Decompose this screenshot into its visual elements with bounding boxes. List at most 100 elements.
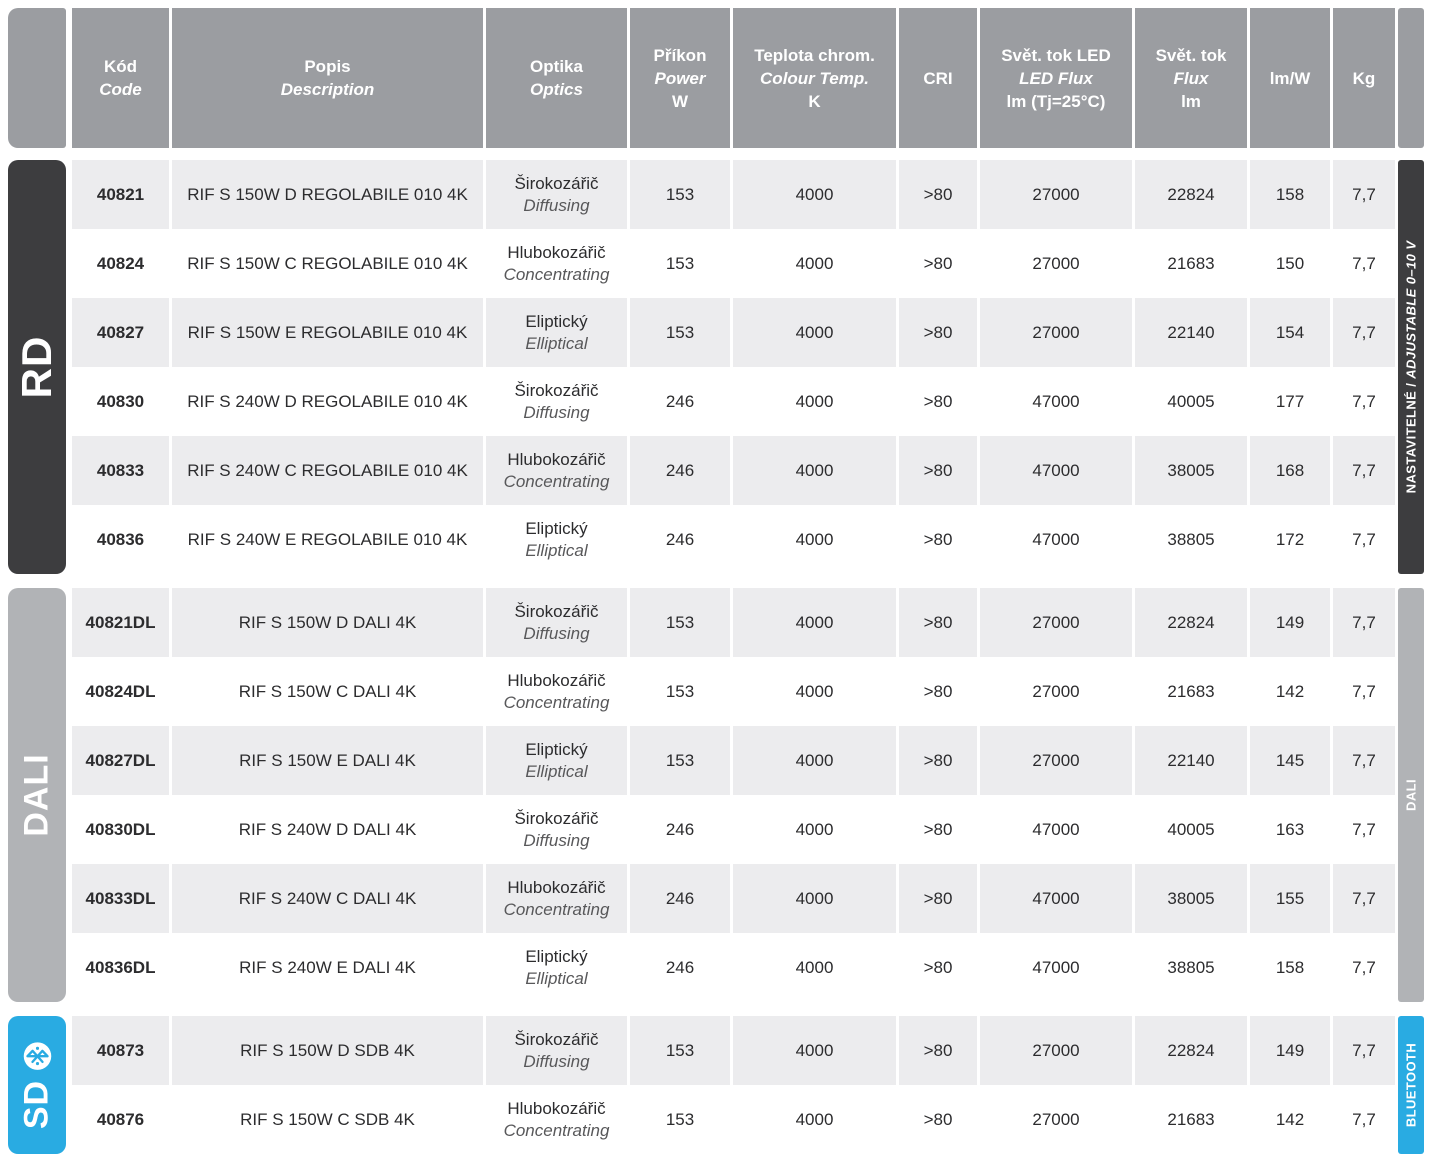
cri-cell: >80	[899, 1016, 977, 1085]
header-label-czech: Teplota chrom.	[754, 45, 875, 65]
lm-per-w-cell: 142	[1275, 681, 1305, 701]
flux-cell: 38005	[1135, 864, 1247, 933]
led-flux-cell: 27000	[1032, 681, 1080, 701]
description-cell: RIF S 150W E REGOLABILE 010 4K	[172, 298, 483, 367]
weight-cell: 7,7	[1333, 1016, 1395, 1085]
description-cell: RIF S 240W E REGOLABILE 010 4K	[187, 529, 468, 549]
sd-right-label-text: BLUETOOTH	[1403, 1042, 1419, 1128]
rd-right-label-czech: NASTAVITELNÉ /	[1403, 378, 1419, 494]
section-dali: DALI 40821DL RIF S 150W D DALI 4K Široko…	[8, 588, 1424, 1002]
header-label-czech: Svět. tok LED	[1001, 45, 1111, 65]
code-cell: 40827DL	[72, 726, 169, 795]
code-cell: 40830DL	[85, 819, 156, 839]
power-cell: 246	[665, 391, 695, 411]
optics-czech: Eliptický	[525, 518, 588, 538]
cri-cell: >80	[899, 160, 977, 229]
lm-per-w-cell: 163	[1275, 819, 1305, 839]
flux-cell: 38805	[1167, 957, 1215, 977]
rd-left-tab: RD	[8, 160, 66, 574]
optics-english: Elliptical	[525, 968, 588, 988]
colour-temp-cell: 4000	[795, 253, 834, 273]
optics-czech: Širokozářič	[514, 808, 599, 828]
optics-english: Diffusing	[523, 195, 590, 215]
rd-right-label-english: ADJUSTABLE 0–10 V	[1403, 240, 1419, 379]
header-label-czech: lm/W	[1269, 68, 1311, 88]
dali-rows: 40821DL RIF S 150W D DALI 4K Širokozářič…	[72, 588, 1395, 1002]
power-cell: 246	[630, 864, 730, 933]
led-flux-cell: 47000	[1032, 529, 1080, 549]
colour-temp-cell: 4000	[733, 298, 896, 367]
cri-cell: >80	[899, 726, 977, 795]
sd-left-tab: SD	[8, 1016, 66, 1154]
dali-right-label: DALI	[1404, 779, 1419, 811]
led-flux-cell: 47000	[980, 864, 1132, 933]
dali-label-text: DALI	[17, 753, 56, 837]
led-flux-cell: 27000	[1032, 1109, 1080, 1129]
lm-per-w-cell: 142	[1275, 1109, 1305, 1129]
weight-cell: 7,7	[1352, 391, 1376, 411]
led-flux-cell: 47000	[1032, 391, 1080, 411]
optics-cell: Hlubokozářič Concentrating	[486, 657, 627, 726]
cri-cell: >80	[923, 819, 953, 839]
header-label-english: LED Flux	[1019, 68, 1093, 88]
lm-per-w-cell: 154	[1250, 298, 1330, 367]
cri-cell: >80	[899, 298, 977, 367]
code-cell: 40876	[96, 1109, 145, 1129]
table-row: 40827DL RIF S 150W E DALI 4K Eliptický E…	[72, 726, 1395, 795]
table-row: 40833 RIF S 240W C REGOLABILE 010 4K Hlu…	[72, 436, 1395, 505]
dali-left-label: DALI	[18, 753, 57, 836]
header-label-unit: W	[671, 91, 689, 111]
table-row: 40830 RIF S 240W D REGOLABILE 010 4K Šir…	[72, 367, 1395, 436]
weight-cell: 7,7	[1352, 529, 1376, 549]
header-label-unit: K	[808, 91, 821, 111]
header-right-strip	[1398, 8, 1424, 148]
weight-cell: 7,7	[1333, 436, 1395, 505]
table-row: 40873 RIF S 150W D SDB 4K Širokozářič Di…	[72, 1016, 1395, 1085]
table-row: 40821 RIF S 150W D REGOLABILE 010 4K Šir…	[72, 160, 1395, 229]
header-cell: Kg	[1333, 8, 1395, 148]
cri-cell: >80	[923, 529, 953, 549]
sd-right-tab: BLUETOOTH	[1398, 1016, 1424, 1154]
table-row: 40836 RIF S 240W E REGOLABILE 010 4K Eli…	[72, 505, 1395, 574]
header-label-czech: Optika	[530, 57, 583, 76]
header-label-czech: Kód	[103, 57, 138, 76]
power-cell: 153	[630, 298, 730, 367]
lm-per-w-cell: 172	[1275, 529, 1305, 549]
optics-cell: Širokozářič Diffusing	[486, 1016, 627, 1085]
description-cell: RIF S 240W C REGOLABILE 010 4K	[172, 436, 483, 505]
optics-cell: Hlubokozářič Concentrating	[486, 864, 627, 933]
optics-czech: Hlubokozářič	[507, 449, 606, 469]
led-flux-cell: 47000	[1032, 957, 1080, 977]
lm-per-w-cell: 149	[1250, 588, 1330, 657]
section-rd: RD 40821 RIF S 150W D REGOLABILE 010 4K …	[8, 160, 1424, 574]
header-cell: Příkon Power W	[630, 8, 730, 148]
rd-rows: 40821 RIF S 150W D REGOLABILE 010 4K Šir…	[72, 160, 1395, 574]
header-label-english: Code	[99, 80, 142, 99]
led-flux-cell: 27000	[980, 1016, 1132, 1085]
power-cell: 246	[665, 957, 695, 977]
weight-cell: 7,7	[1333, 588, 1395, 657]
colour-temp-cell: 4000	[795, 681, 834, 701]
optics-english: Concentrating	[503, 471, 610, 491]
power-cell: 153	[630, 726, 730, 795]
weight-cell: 7,7	[1333, 864, 1395, 933]
code-cell: 40833DL	[72, 864, 169, 933]
led-flux-cell: 47000	[980, 436, 1132, 505]
led-flux-cell: 27000	[980, 588, 1132, 657]
header-label-english: Power	[654, 68, 706, 88]
flux-cell: 22140	[1135, 726, 1247, 795]
sd-right-label: BLUETOOTH	[1404, 1043, 1419, 1127]
header-label-english: Description	[280, 80, 375, 99]
flux-cell: 21683	[1167, 253, 1215, 273]
description-cell: RIF S 240W E DALI 4K	[239, 957, 416, 977]
table-row: 40833DL RIF S 240W C DALI 4K Hlubokozáři…	[72, 864, 1395, 933]
led-flux-cell: 27000	[980, 298, 1132, 367]
power-cell: 246	[665, 529, 695, 549]
cri-cell: >80	[923, 681, 953, 701]
optics-cell: Hlubokozářič Concentrating	[486, 1085, 627, 1154]
table-row: 40876 RIF S 150W C SDB 4K Hlubokozářič C…	[72, 1085, 1395, 1154]
description-cell: RIF S 240W D DALI 4K	[238, 819, 417, 839]
optics-english: Elliptical	[525, 540, 588, 560]
header-cell: CRI	[899, 8, 977, 148]
weight-cell: 7,7	[1352, 957, 1376, 977]
